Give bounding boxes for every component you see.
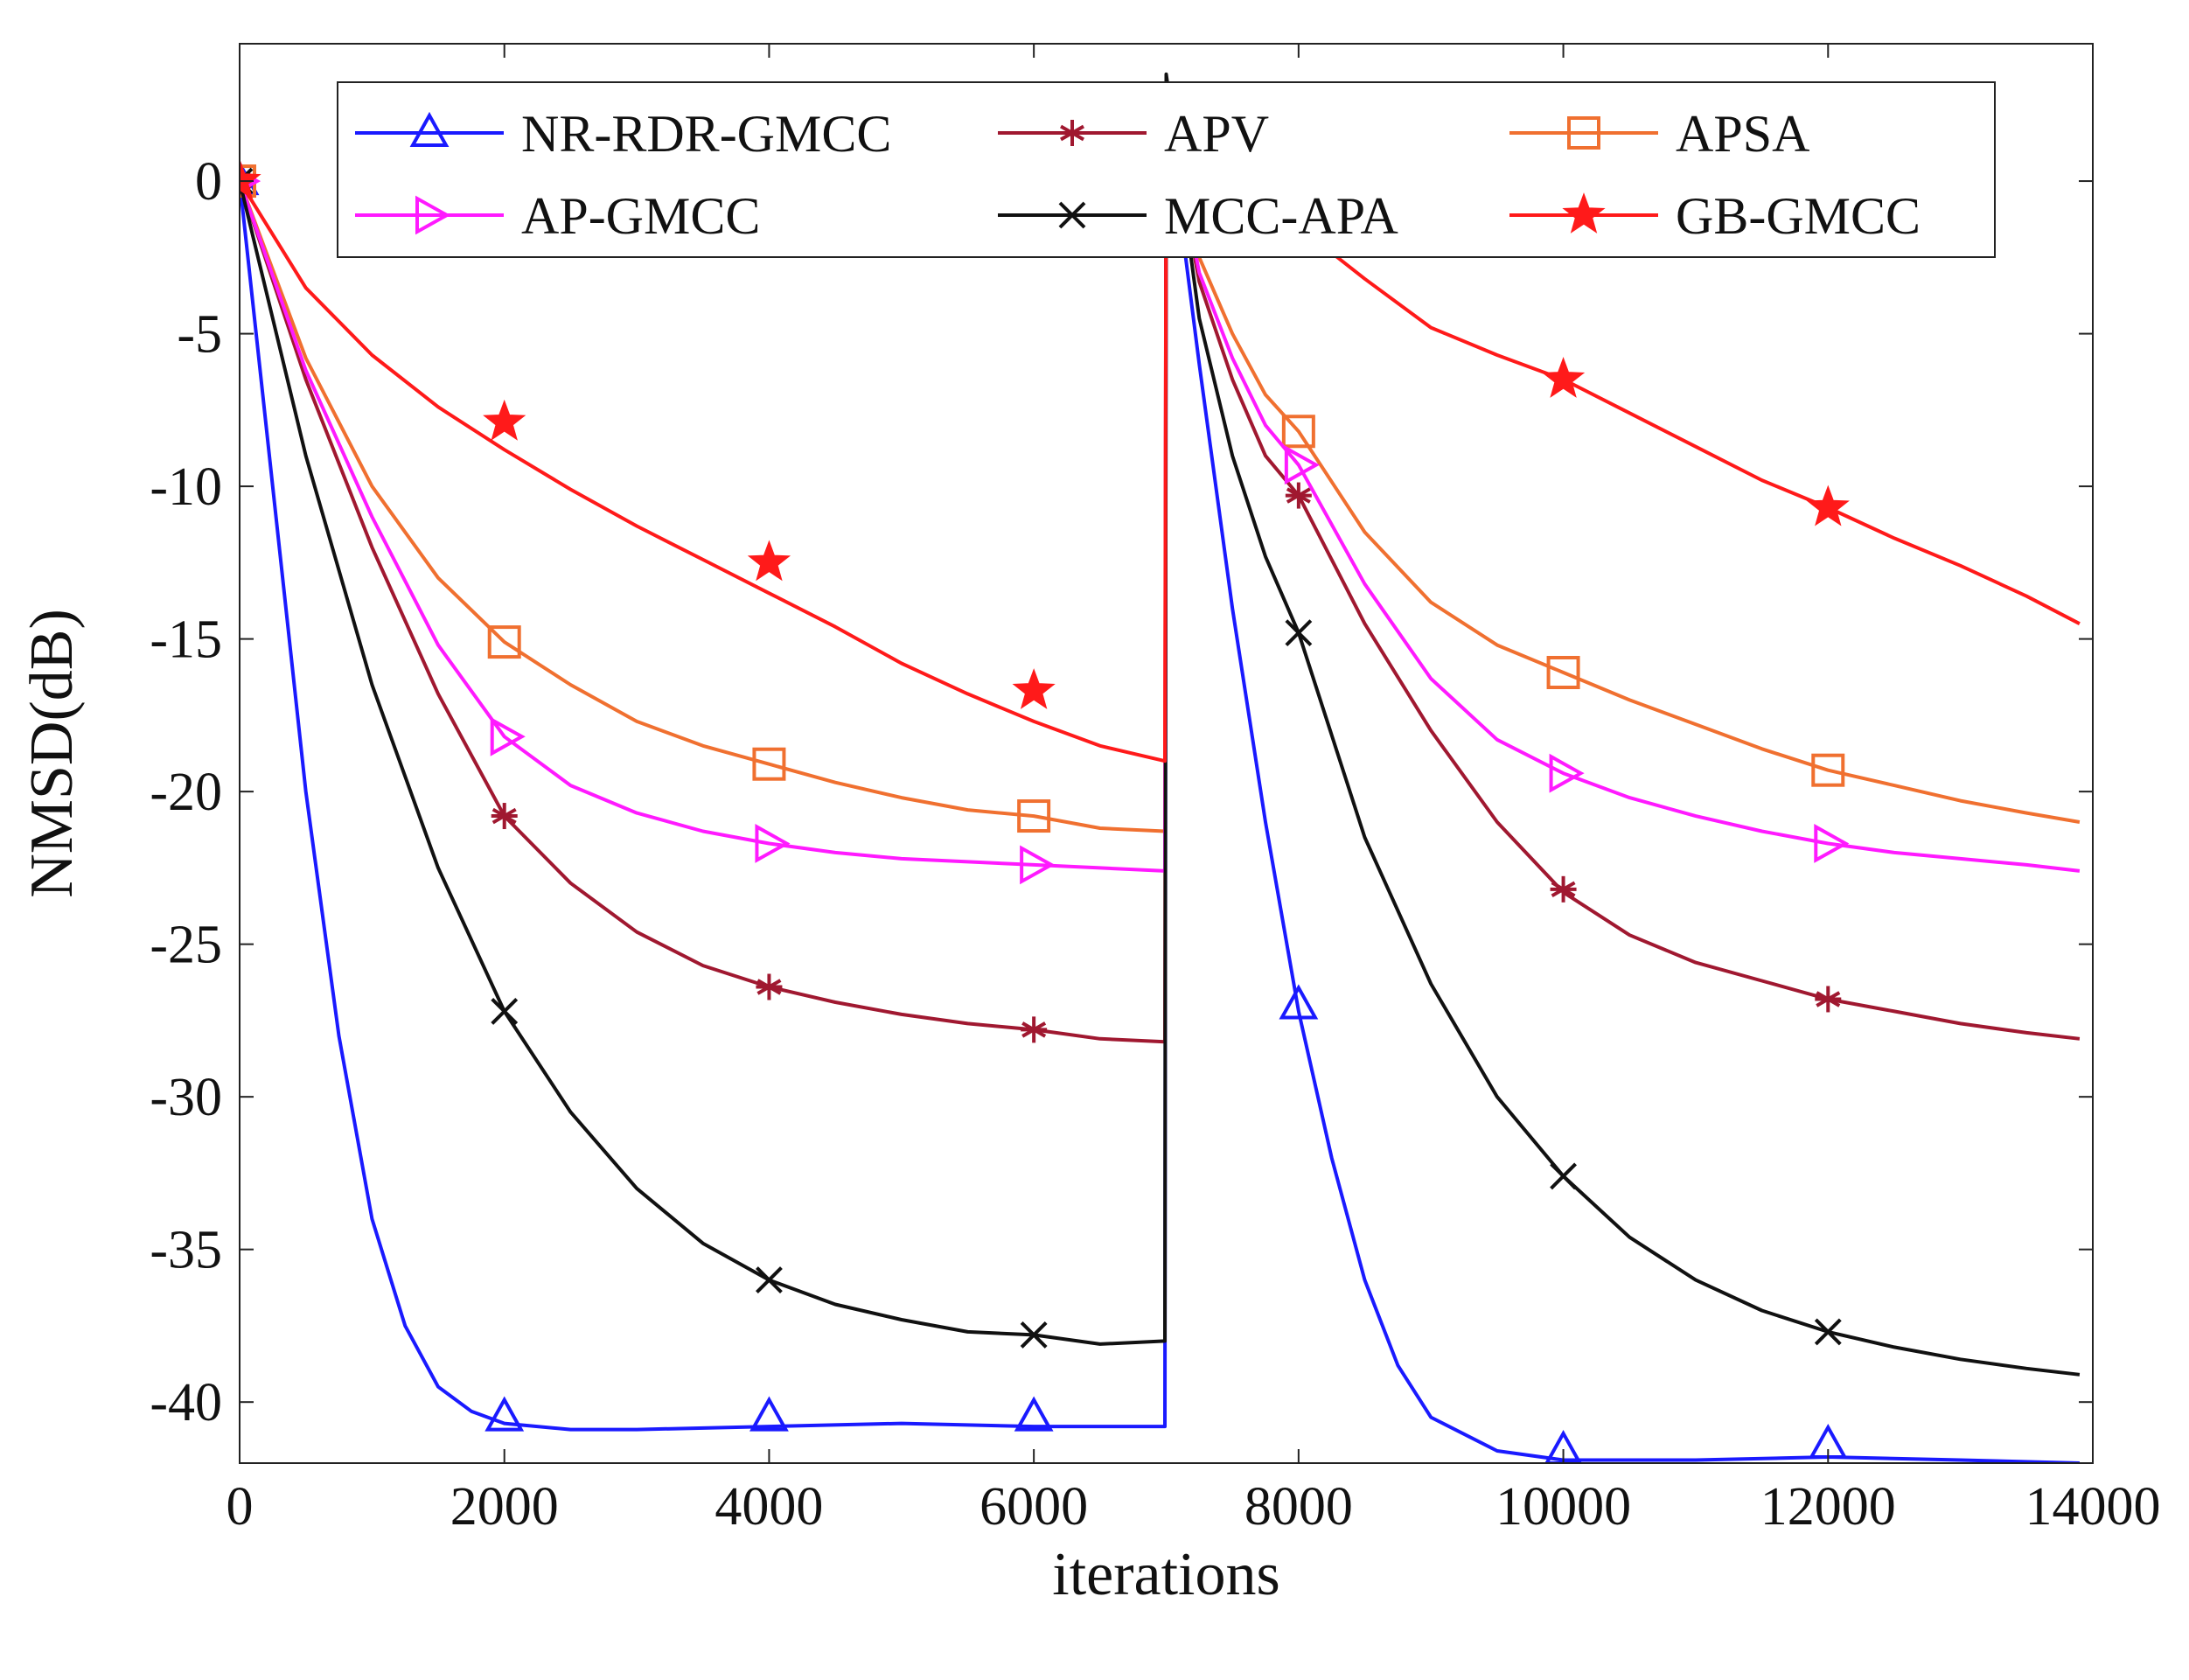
legend-marker-stroke [1058, 201, 1086, 229]
legend-entry-ap-gmcc: AP-GMCC [355, 187, 760, 245]
data-point-marker [1021, 1016, 1048, 1043]
legend: NR-RDR-GMCC APV APSA AP-GMCC MCC-APA GB-GMCC [337, 81, 1996, 258]
data-point-marker [1017, 799, 1051, 833]
data-point-marker [755, 824, 791, 863]
data-point-marker-stroke [1285, 619, 1313, 647]
data-point-marker [1541, 357, 1586, 398]
legend-marker [1562, 192, 1606, 234]
legend-marker [1059, 120, 1085, 146]
data-point-marker-stroke [1020, 1321, 1048, 1349]
y-tick-label: -10 [150, 457, 222, 517]
legend-entry-apsa: APSA [1509, 105, 1809, 163]
legend-label: GB-GMCC [1676, 187, 1921, 245]
data-point-marker-stroke [1550, 1162, 1577, 1190]
y-tick-label: -30 [150, 1068, 222, 1127]
data-point-marker [756, 1266, 783, 1293]
data-point-marker [485, 1396, 525, 1432]
y-tick-label: 0 [195, 152, 222, 212]
y-tick-label: -15 [150, 610, 222, 670]
x-tick-label: 6000 [979, 1477, 1088, 1537]
data-point-marker [1814, 1318, 1842, 1346]
data-point-marker [1806, 484, 1850, 526]
legend-marker [1058, 201, 1086, 229]
y-tick-label: -35 [150, 1221, 222, 1280]
x-tick-label: 0 [227, 1477, 254, 1537]
data-point-marker [1014, 1396, 1054, 1432]
data-point-marker [1811, 753, 1845, 787]
y-axis-label: NMSD(dB) [18, 609, 86, 898]
data-point-marker [1279, 984, 1319, 1020]
y-tick-label: -20 [150, 763, 222, 822]
legend-label: AP-GMCC [521, 187, 760, 245]
data-point-marker [1814, 824, 1850, 863]
y-tick-label: -40 [150, 1373, 222, 1433]
legend-entry-nr-rdr-gmcc: NR-RDR-GMCC [355, 105, 891, 163]
y-tick-label: -5 [177, 305, 222, 365]
legend-marker [409, 111, 450, 147]
data-point-marker [747, 540, 791, 582]
tick-layer: 0 2000 4000 6000 8000 10000 12000 14000 0 -5 -10 -1… [150, 44, 2161, 1537]
data-point-marker-stroke [491, 998, 519, 1025]
data-point-marker [1815, 986, 1842, 1013]
data-point-marker [1550, 875, 1577, 903]
data-point-marker [1285, 482, 1312, 509]
x-tick-label: 14000 [2025, 1477, 2161, 1537]
legend-marker [415, 195, 451, 235]
data-point-marker [491, 998, 519, 1025]
legend-label: NR-RDR-GMCC [521, 105, 891, 163]
data-point-marker [1020, 1321, 1048, 1349]
data-point-marker [1012, 668, 1056, 709]
data-point-marker [1550, 1162, 1577, 1190]
data-point-marker-stroke [240, 167, 254, 184]
data-point-marker [1285, 619, 1313, 647]
x-tick-label: 10000 [1495, 1477, 1631, 1537]
legend-entry-apv: APV [998, 105, 1269, 163]
data-point-marker [490, 716, 526, 756]
data-point-marker [752, 747, 786, 781]
plot-frame [239, 43, 2094, 1464]
data-point-marker [1549, 753, 1585, 793]
data-point-marker [1546, 656, 1580, 690]
data-point-marker [487, 625, 521, 659]
x-tick-label: 2000 [450, 1477, 559, 1537]
data-point-marker [483, 399, 526, 441]
data-point-marker [491, 803, 518, 830]
data-point-marker [1020, 845, 1056, 885]
data-point-marker-stroke [756, 1266, 783, 1293]
legend-box [337, 81, 1996, 258]
legend-entry-gb-gmcc: GB-GMCC [1509, 187, 1921, 245]
series-line [240, 118, 2081, 763]
legend-label: APV [1164, 105, 1269, 163]
x-axis-label: iterations [1052, 1541, 1279, 1608]
data-point-marker [749, 1396, 789, 1432]
legend-marker [1567, 116, 1600, 150]
data-point-marker [1281, 415, 1315, 449]
data-point-marker [756, 973, 783, 1000]
data-point-marker [1284, 445, 1320, 485]
data-point-marker [240, 158, 261, 200]
data-point-marker-stroke [1814, 1318, 1842, 1346]
legend-label: APSA [1676, 105, 1809, 163]
legend-entry-mcc-apa: MCC-APA [998, 187, 1398, 245]
y-tick-label: -25 [150, 916, 222, 975]
legend-label: MCC-APA [1164, 187, 1398, 245]
data-point-marker [1544, 1429, 1582, 1463]
x-tick-label: 8000 [1244, 1477, 1353, 1537]
series-gb-gmcc [240, 118, 2081, 763]
x-tick-label: 12000 [1760, 1477, 1896, 1537]
x-tick-label: 4000 [715, 1477, 823, 1537]
